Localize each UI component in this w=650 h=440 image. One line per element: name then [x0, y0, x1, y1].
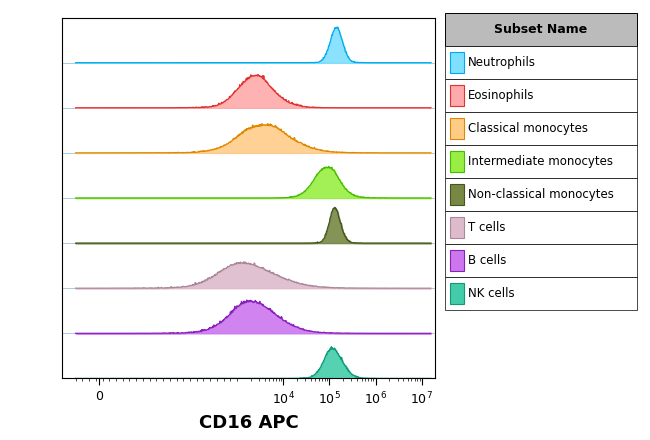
X-axis label: CD16 APC: CD16 APC [199, 414, 298, 432]
Text: B cells: B cells [468, 254, 506, 267]
FancyBboxPatch shape [445, 46, 637, 79]
FancyBboxPatch shape [450, 151, 465, 172]
FancyBboxPatch shape [445, 13, 637, 46]
Text: Neutrophils: Neutrophils [468, 56, 536, 69]
Text: Non-classical monocytes: Non-classical monocytes [468, 188, 614, 201]
Text: NK cells: NK cells [468, 287, 515, 300]
FancyBboxPatch shape [450, 184, 465, 205]
FancyBboxPatch shape [450, 85, 465, 106]
FancyBboxPatch shape [445, 244, 637, 277]
FancyBboxPatch shape [450, 217, 465, 238]
FancyBboxPatch shape [445, 112, 637, 145]
FancyBboxPatch shape [445, 178, 637, 211]
Text: Subset Name: Subset Name [495, 23, 588, 36]
Text: T cells: T cells [468, 221, 506, 234]
Text: Eosinophils: Eosinophils [468, 89, 535, 102]
FancyBboxPatch shape [445, 145, 637, 178]
FancyBboxPatch shape [450, 283, 465, 304]
Text: Intermediate monocytes: Intermediate monocytes [468, 155, 613, 168]
FancyBboxPatch shape [450, 52, 465, 73]
FancyBboxPatch shape [445, 277, 637, 310]
FancyBboxPatch shape [450, 250, 465, 271]
FancyBboxPatch shape [445, 79, 637, 112]
Text: Classical monocytes: Classical monocytes [468, 122, 588, 135]
FancyBboxPatch shape [445, 211, 637, 244]
FancyBboxPatch shape [450, 118, 465, 139]
